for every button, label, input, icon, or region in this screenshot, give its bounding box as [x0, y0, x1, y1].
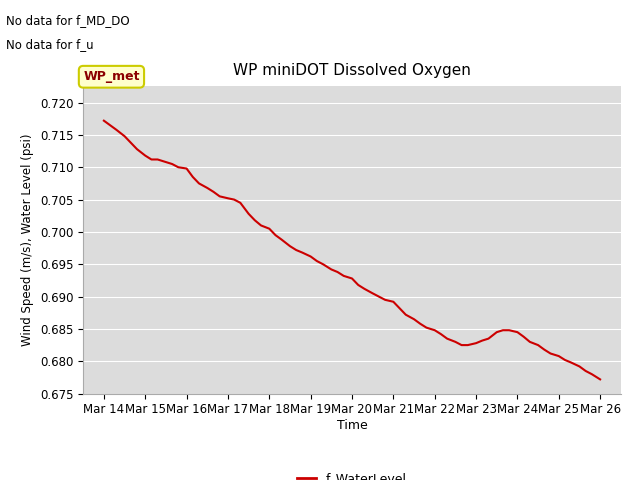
- X-axis label: Time: Time: [337, 419, 367, 432]
- Legend: f_WaterLevel: f_WaterLevel: [292, 468, 412, 480]
- Text: WP_met: WP_met: [83, 70, 140, 83]
- Title: WP miniDOT Dissolved Oxygen: WP miniDOT Dissolved Oxygen: [233, 63, 471, 78]
- Text: No data for f_MD_DO: No data for f_MD_DO: [6, 14, 130, 27]
- Y-axis label: Wind Speed (m/s), Water Level (psi): Wind Speed (m/s), Water Level (psi): [21, 134, 35, 346]
- Text: No data for f_u: No data for f_u: [6, 38, 94, 51]
